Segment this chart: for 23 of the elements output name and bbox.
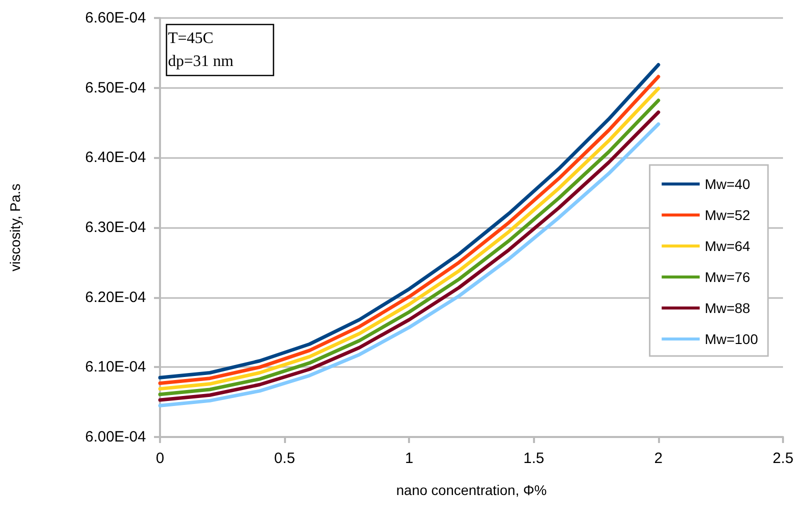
legend-label: Mw=100 — [704, 331, 758, 347]
y-axis-title: viscosity, Pa.s — [7, 184, 23, 272]
annotation: dp=31 nm — [168, 53, 234, 70]
y-tick-label: 6.30E-04 — [85, 219, 146, 236]
legend-label: Mw=40 — [704, 176, 750, 192]
legend-label: Mw=76 — [704, 269, 750, 285]
y-tick-label: 6.60E-04 — [85, 10, 146, 26]
annotation: T=45C — [168, 30, 214, 47]
x-axis-title: nano concentration, Φ% — [396, 482, 547, 498]
legend-label: Mw=52 — [704, 207, 750, 223]
y-tick-label: 6.10E-04 — [85, 358, 146, 376]
legend-label: Mw=64 — [704, 238, 750, 254]
x-tick-label: 2.5 — [772, 450, 794, 467]
x-tick-label: 0 — [156, 450, 164, 467]
x-tick-label: 1.5 — [523, 450, 544, 467]
legend-label: Mw=88 — [704, 300, 750, 316]
y-tick-label: 6.40E-04 — [85, 149, 146, 166]
y-tick-label: 6.00E-04 — [85, 428, 146, 446]
y-tick-label: 6.50E-04 — [85, 79, 146, 96]
x-tick-label: 0.5 — [274, 450, 296, 467]
y-tick-label: 6.20E-04 — [85, 288, 146, 306]
x-tick-label: 2 — [654, 450, 663, 467]
x-tick-label: 1 — [405, 450, 414, 467]
